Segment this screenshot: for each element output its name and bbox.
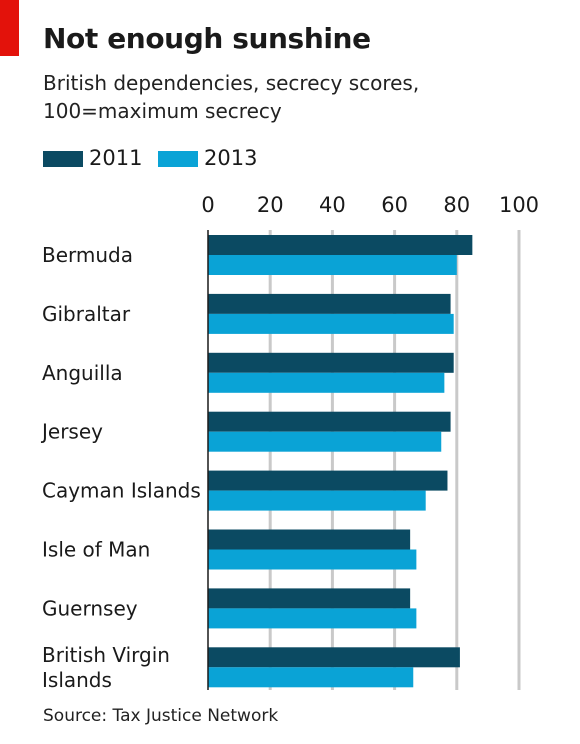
bar-2011-cayman-islands [208, 470, 448, 491]
source-note: Source: Tax Justice Network [43, 706, 279, 726]
chart-title: Not enough sunshine [43, 22, 371, 55]
bar-2011-isle-of-man [208, 529, 411, 550]
category-label: Anguilla [42, 361, 123, 385]
bar-2011-gibraltar [208, 293, 451, 314]
bar-2013-anguilla [208, 372, 445, 393]
x-tick-label-60: 60 [381, 193, 408, 217]
category-label: British Virgin Islands [42, 643, 170, 692]
legend-label-2011: 2011 [89, 146, 143, 170]
bar-2011-anguilla [208, 352, 454, 373]
x-tick-label-80: 80 [443, 193, 470, 217]
brand-red-tag [0, 0, 19, 56]
x-tick-label-20: 20 [257, 193, 284, 217]
category-label: Guernsey [42, 596, 138, 620]
legend-swatch-2011 [43, 151, 83, 167]
bar-2013-jersey [208, 431, 442, 452]
bar-2013-cayman-islands [208, 490, 426, 511]
bar-2013-bermuda [208, 255, 457, 275]
category-label: Bermuda [42, 243, 133, 267]
x-tick-label-100: 100 [499, 193, 539, 217]
x-tick-label-0: 0 [201, 193, 214, 217]
bar-2013-british-virgin-islands [208, 667, 414, 688]
chart-subtitle: British dependencies, secrecy scores, 10… [43, 71, 420, 123]
x-tick-label-40: 40 [319, 193, 346, 217]
legend-label-2013: 2013 [204, 146, 258, 170]
category-label: Isle of Man [42, 538, 150, 562]
bar-2013-guernsey [208, 608, 417, 629]
bar-2013-gibraltar [208, 313, 454, 334]
bar-2013-isle-of-man [208, 549, 417, 570]
legend-swatch-2013 [158, 151, 198, 167]
category-label: Cayman Islands [42, 479, 201, 503]
bar-2011-british-virgin-islands [208, 647, 460, 668]
category-label: Gibraltar [42, 302, 131, 326]
category-label: Jersey [40, 420, 103, 444]
bar-2011-jersey [208, 411, 451, 432]
bar-2011-guernsey [208, 588, 411, 609]
bar-2011-bermuda [208, 235, 473, 255]
